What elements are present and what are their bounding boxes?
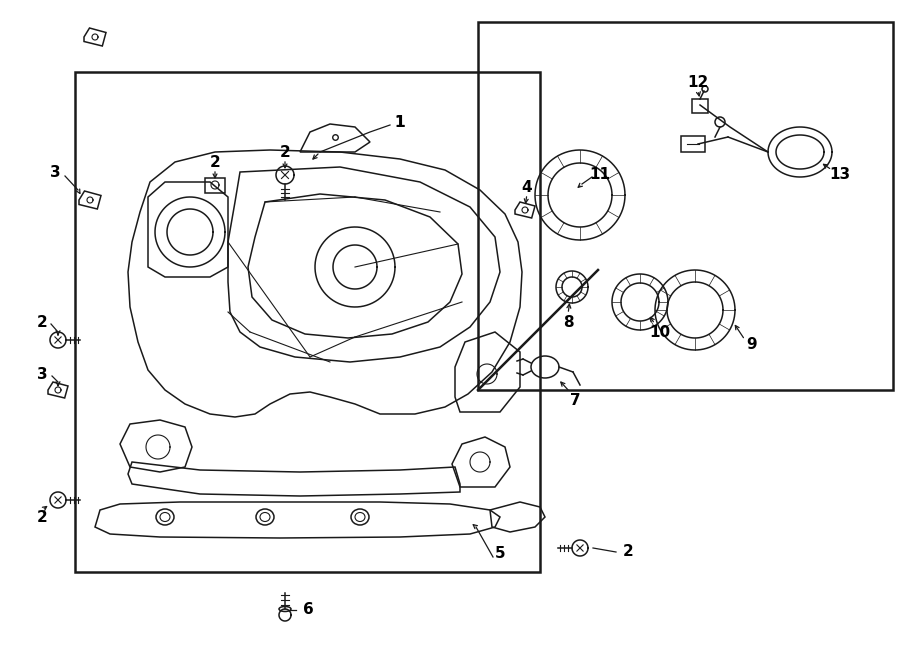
Text: 10: 10 (650, 324, 670, 340)
Text: 8: 8 (562, 314, 573, 330)
Text: 2: 2 (210, 154, 220, 169)
Text: 7: 7 (570, 393, 580, 408)
Text: 2: 2 (37, 510, 48, 524)
Text: 2: 2 (623, 545, 634, 559)
Text: 9: 9 (747, 336, 757, 352)
Text: 12: 12 (688, 75, 708, 89)
Bar (692, 99, 708, 113)
Bar (681, 136, 705, 152)
Text: 11: 11 (590, 167, 610, 181)
Bar (478, 22, 893, 390)
Bar (75, 72, 540, 572)
Text: 1: 1 (395, 115, 405, 130)
Text: 5: 5 (495, 547, 505, 561)
Text: 1: 1 (395, 115, 405, 130)
Text: 13: 13 (830, 167, 850, 181)
Text: 4: 4 (522, 179, 532, 195)
Text: 2: 2 (37, 314, 48, 330)
Bar (205, 177, 225, 193)
Text: 3: 3 (37, 367, 48, 381)
Text: 3: 3 (50, 164, 60, 179)
Text: 2: 2 (280, 144, 291, 160)
Text: 6: 6 (302, 602, 313, 618)
